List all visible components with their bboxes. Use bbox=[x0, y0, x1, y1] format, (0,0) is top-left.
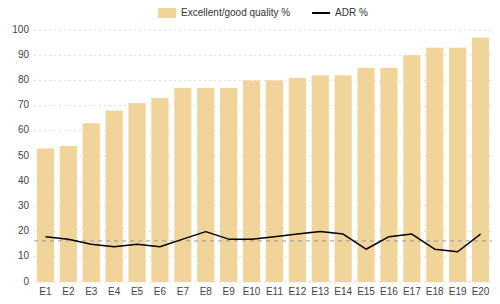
bar bbox=[151, 98, 168, 282]
x-tick-label: E20 bbox=[472, 286, 490, 297]
bar bbox=[312, 75, 329, 282]
grid-line bbox=[34, 105, 492, 106]
x-tick-label: E13 bbox=[311, 286, 329, 297]
grid-line bbox=[34, 156, 492, 157]
x-tick-label: E9 bbox=[223, 286, 236, 297]
grid-line bbox=[34, 206, 492, 207]
bar bbox=[403, 55, 420, 282]
x-tick-label: E6 bbox=[154, 286, 167, 297]
bar bbox=[60, 146, 77, 282]
x-tick-label: E15 bbox=[357, 286, 375, 297]
legend-label: Excellent/good quality % bbox=[181, 7, 290, 18]
y-tick-label: 100 bbox=[12, 24, 29, 35]
legend: Excellent/good quality % ADR % bbox=[158, 7, 368, 18]
bar bbox=[243, 80, 260, 282]
bar bbox=[197, 88, 214, 282]
grid-line bbox=[34, 55, 492, 56]
grid-line bbox=[34, 181, 492, 182]
x-tick-label: E1 bbox=[39, 286, 52, 297]
bar bbox=[472, 38, 489, 282]
y-tick-label: 70 bbox=[18, 99, 30, 110]
y-tick-label: 20 bbox=[18, 225, 30, 236]
x-tick-label: E19 bbox=[449, 286, 467, 297]
y-tick-label: 10 bbox=[18, 250, 30, 261]
bar bbox=[426, 48, 443, 282]
bar bbox=[128, 103, 145, 282]
bar bbox=[83, 123, 100, 282]
grid-line bbox=[34, 231, 492, 232]
y-tick-label: 60 bbox=[18, 124, 30, 135]
grid-line bbox=[34, 282, 492, 283]
grid-line bbox=[34, 130, 492, 131]
x-tick-label: E14 bbox=[334, 286, 352, 297]
x-tick-label: E5 bbox=[131, 286, 144, 297]
y-tick-label: 0 bbox=[23, 276, 29, 287]
chart-svg: 0 10 20 30 40 50 60 70 80 90 100 E1 E2 E3 E4 E5 E6 E7 E8 E9… bbox=[0, 0, 500, 304]
legend-label: ADR % bbox=[335, 7, 368, 18]
x-tick-label: E17 bbox=[403, 286, 421, 297]
line bbox=[45, 232, 480, 252]
y-tick-label: 50 bbox=[18, 150, 30, 161]
bar bbox=[37, 148, 54, 282]
grid bbox=[34, 30, 492, 282]
y-tick-label: 80 bbox=[18, 74, 30, 85]
x-tick-label: E11 bbox=[266, 286, 283, 297]
grid-line bbox=[34, 256, 492, 257]
x-tick-label: E4 bbox=[108, 286, 121, 297]
x-tick-label: E12 bbox=[288, 286, 306, 297]
x-tick-label: E8 bbox=[200, 286, 213, 297]
legend-item: Excellent/good quality % bbox=[158, 7, 290, 18]
x-axis: E1 E2 E3 E4 E5 E6 E7 E8 E9 E10 E11 E12 E13 E14 E15 E16 E… bbox=[39, 286, 490, 297]
bar bbox=[106, 111, 123, 282]
grid-line bbox=[34, 30, 492, 31]
y-axis: 0 10 20 30 40 50 60 70 80 90 100 bbox=[12, 24, 29, 287]
bar bbox=[380, 68, 397, 282]
x-tick-label: E7 bbox=[177, 286, 190, 297]
bar bbox=[335, 75, 352, 282]
legend-swatch bbox=[158, 8, 176, 18]
y-tick-label: 40 bbox=[18, 175, 30, 186]
grid-line bbox=[34, 80, 492, 81]
bar bbox=[266, 80, 283, 282]
x-tick-label: E18 bbox=[426, 286, 444, 297]
x-tick-label: E3 bbox=[85, 286, 98, 297]
legend-item: ADR % bbox=[312, 7, 368, 18]
chart-container: 0 10 20 30 40 50 60 70 80 90 100 E1 E2 E3 E4 E5 E6 E7 E8 E9… bbox=[0, 0, 500, 304]
bar bbox=[289, 78, 306, 282]
y-tick-label: 90 bbox=[18, 49, 30, 60]
bar bbox=[174, 88, 191, 282]
x-tick-label: E16 bbox=[380, 286, 398, 297]
bar bbox=[220, 88, 237, 282]
x-tick-label: E2 bbox=[62, 286, 75, 297]
legend-swatch bbox=[312, 12, 330, 14]
plot-marks bbox=[34, 38, 492, 282]
x-tick-label: E10 bbox=[243, 286, 261, 297]
y-tick-label: 30 bbox=[18, 200, 30, 211]
